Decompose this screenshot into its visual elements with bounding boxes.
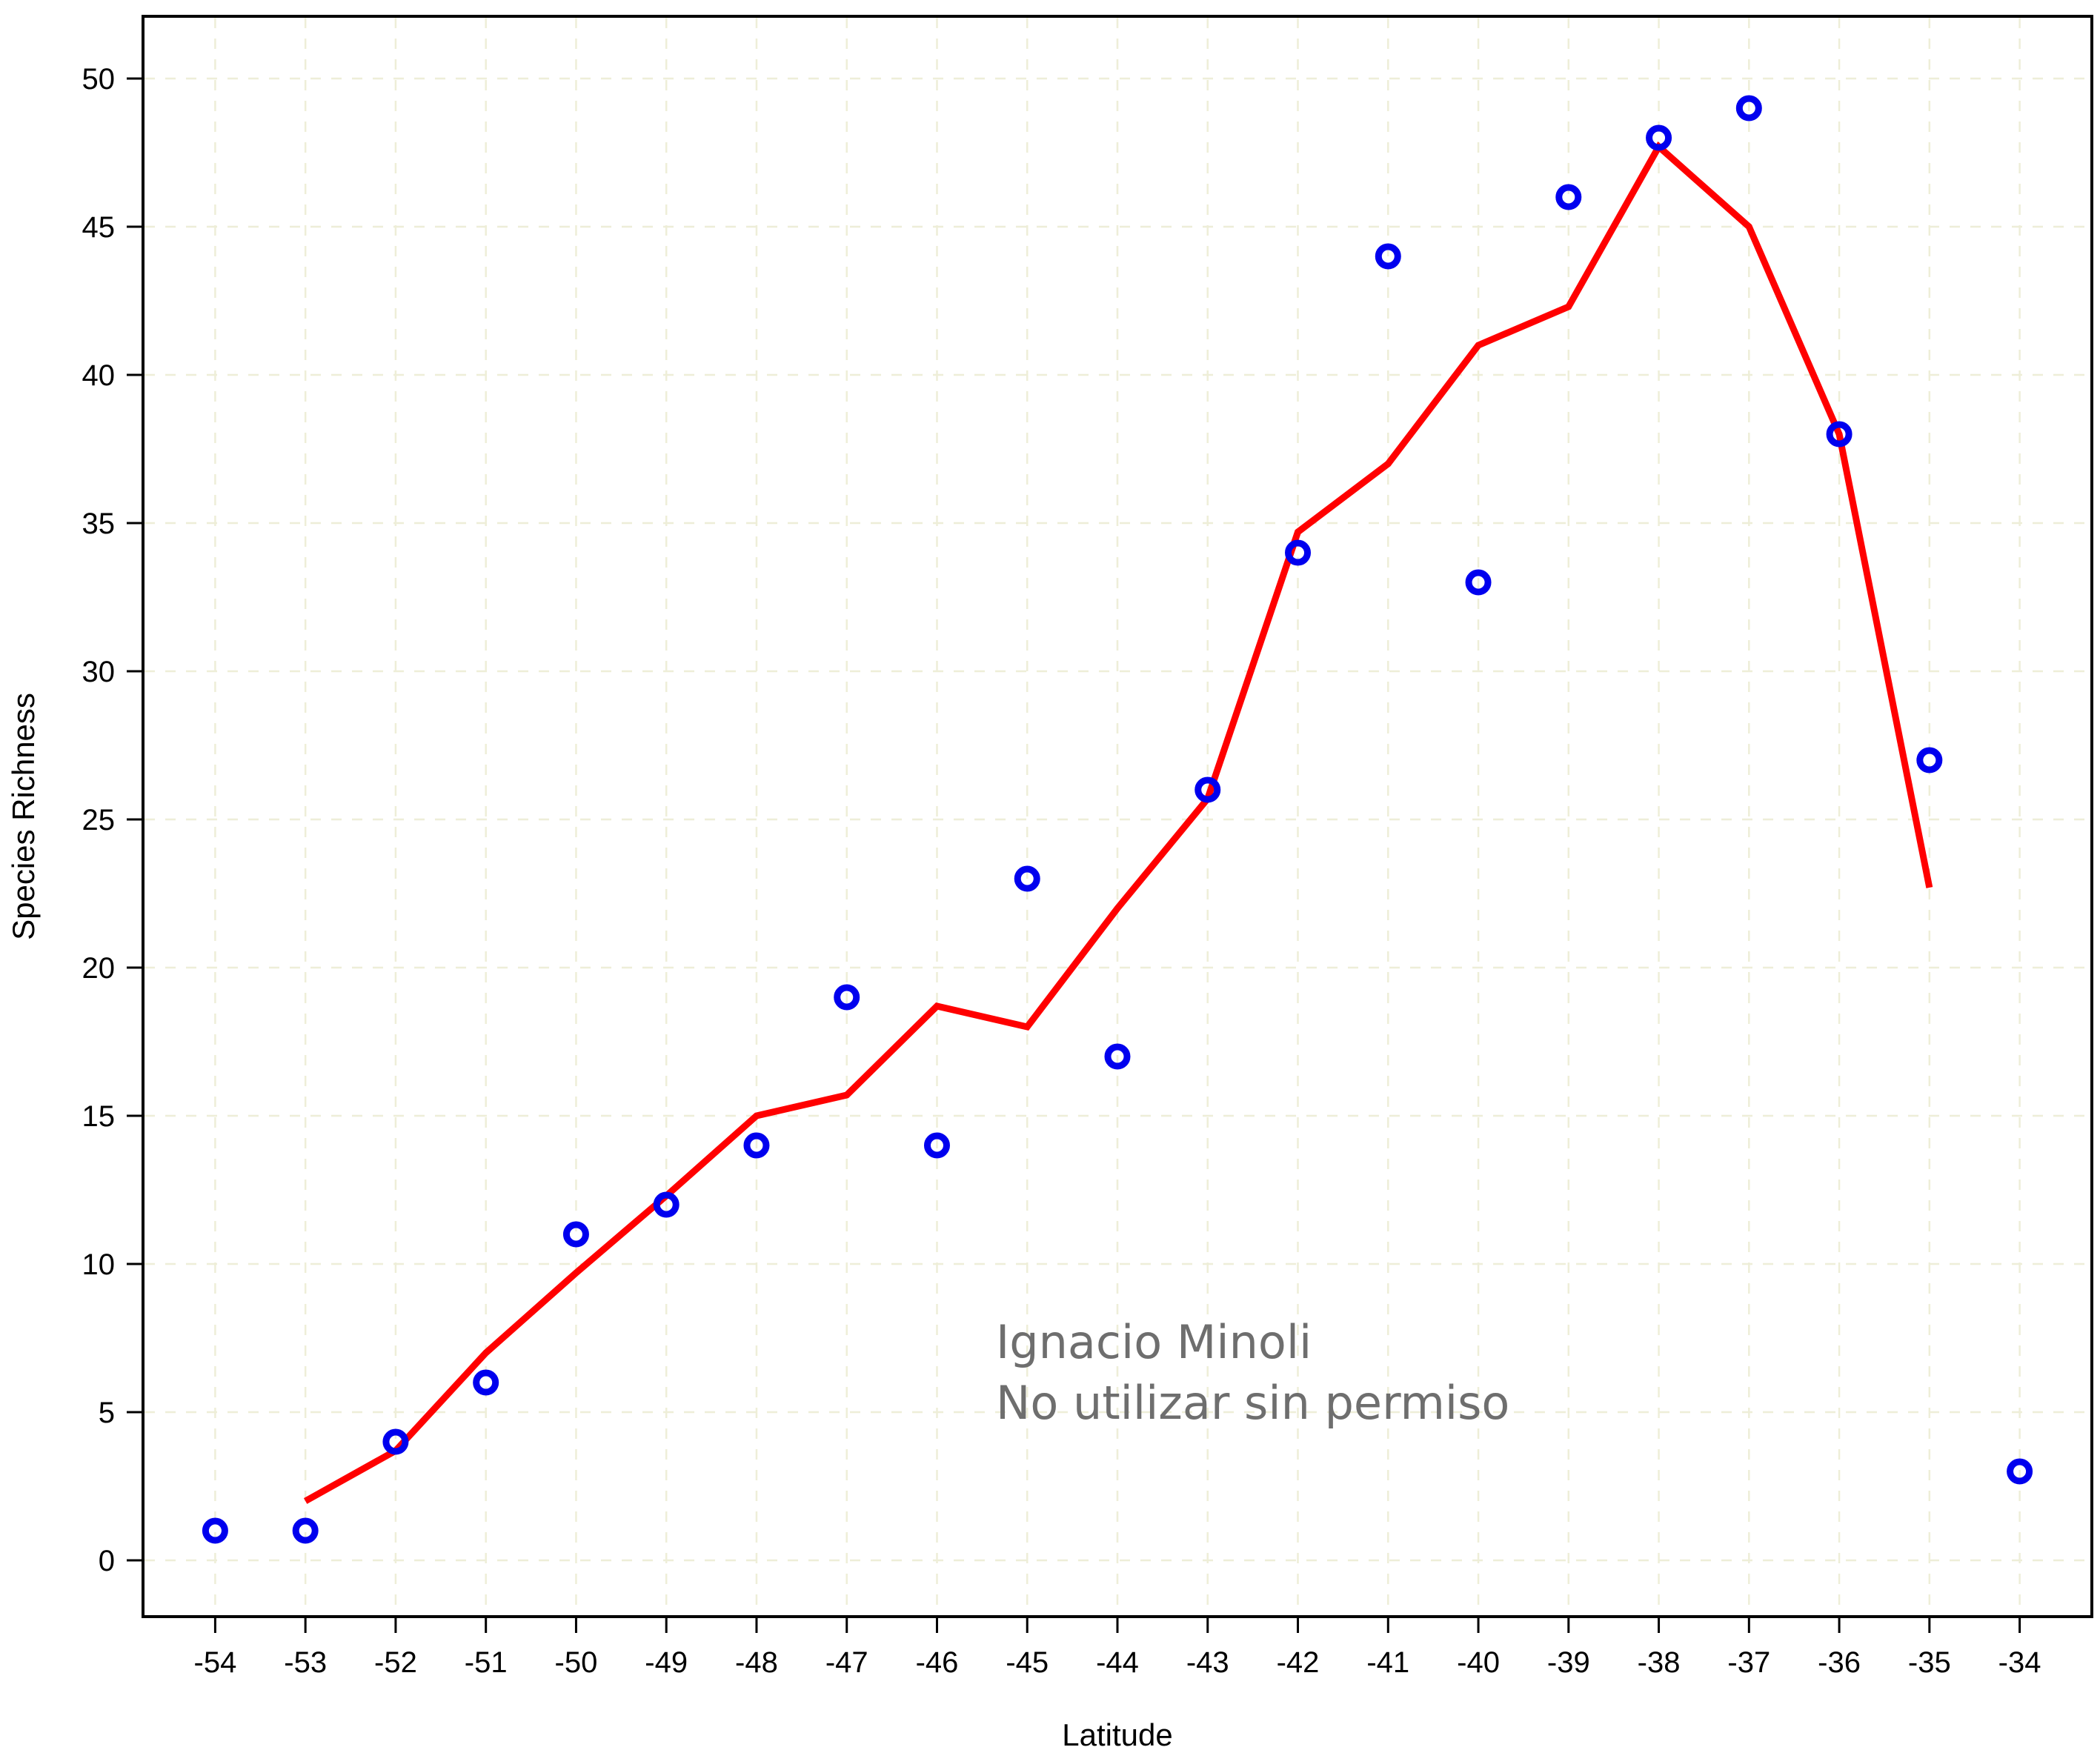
data-point <box>1916 747 1943 773</box>
data-point <box>292 1517 319 1544</box>
x-tick-label: -45 <box>1006 1646 1049 1679</box>
x-tick-label: -44 <box>1096 1646 1139 1679</box>
data-points <box>202 95 2033 1544</box>
x-tick-label: -49 <box>645 1646 688 1679</box>
x-tick-label: -38 <box>1638 1646 1681 1679</box>
y-tick-label: 40 <box>82 359 116 392</box>
y-tick-label: 15 <box>82 1100 116 1133</box>
data-point <box>1646 124 1672 151</box>
x-tick-label: -40 <box>1457 1646 1500 1679</box>
grid <box>144 18 2090 1615</box>
data-point <box>1375 243 1401 270</box>
x-tick-label: -52 <box>374 1646 417 1679</box>
data-point <box>834 984 860 1011</box>
y-tick-label: 0 <box>99 1545 115 1577</box>
data-point <box>1555 184 1582 210</box>
watermark-line-2: No utilizar sin permiso <box>996 1376 1509 1430</box>
y-tick-label: 25 <box>82 804 116 836</box>
data-point <box>1285 539 1312 566</box>
axis-ticks <box>127 77 2021 1633</box>
x-tick-label: -43 <box>1186 1646 1229 1679</box>
x-tick-label: -41 <box>1366 1646 1409 1679</box>
x-tick-label: -46 <box>916 1646 959 1679</box>
data-point <box>653 1191 679 1218</box>
x-tick-label: -48 <box>735 1646 778 1679</box>
y-tick-label: 35 <box>82 508 116 540</box>
x-tick-label: -37 <box>1727 1646 1770 1679</box>
x-axis-title: Latitude <box>1062 1717 1172 1750</box>
x-tick-label: -54 <box>194 1646 237 1679</box>
x-tick-label: -50 <box>555 1646 598 1679</box>
data-point <box>562 1221 589 1248</box>
x-tick-label: -53 <box>284 1646 327 1679</box>
data-point <box>1104 1043 1131 1070</box>
x-tick-label: -34 <box>1998 1646 2041 1679</box>
y-tick-label: 30 <box>82 656 116 688</box>
x-tick-label: -39 <box>1547 1646 1590 1679</box>
watermark-line-1: Ignacio Minoli <box>996 1315 1312 1369</box>
y-tick-label: 45 <box>82 211 116 244</box>
y-axis-title: Species Richness <box>6 693 41 940</box>
y-tick-label: 50 <box>82 63 116 96</box>
x-tick-label: -51 <box>465 1646 508 1679</box>
data-point <box>1194 776 1221 803</box>
data-point <box>743 1132 770 1159</box>
tick-labels: -54 -53 -52 -51 -50 -49 -48 -47 -46 -45 -44 -43 -42 -… <box>82 63 2041 1679</box>
data-point <box>382 1428 409 1455</box>
data-point <box>1735 95 1762 122</box>
y-tick-label: 5 <box>99 1397 115 1429</box>
x-tick-label: -42 <box>1277 1646 1320 1679</box>
x-tick-label: -36 <box>1818 1646 1861 1679</box>
y-tick-label: 10 <box>82 1248 116 1281</box>
x-tick-label: -35 <box>1908 1646 1951 1679</box>
data-point <box>1826 421 1853 448</box>
y-tick-label: 20 <box>82 952 116 985</box>
data-point <box>2007 1458 2033 1485</box>
data-point <box>202 1517 228 1544</box>
data-point <box>1014 865 1040 892</box>
data-point <box>923 1132 950 1159</box>
data-point <box>473 1369 499 1396</box>
x-tick-label: -47 <box>825 1646 868 1679</box>
data-point <box>1465 569 1492 596</box>
